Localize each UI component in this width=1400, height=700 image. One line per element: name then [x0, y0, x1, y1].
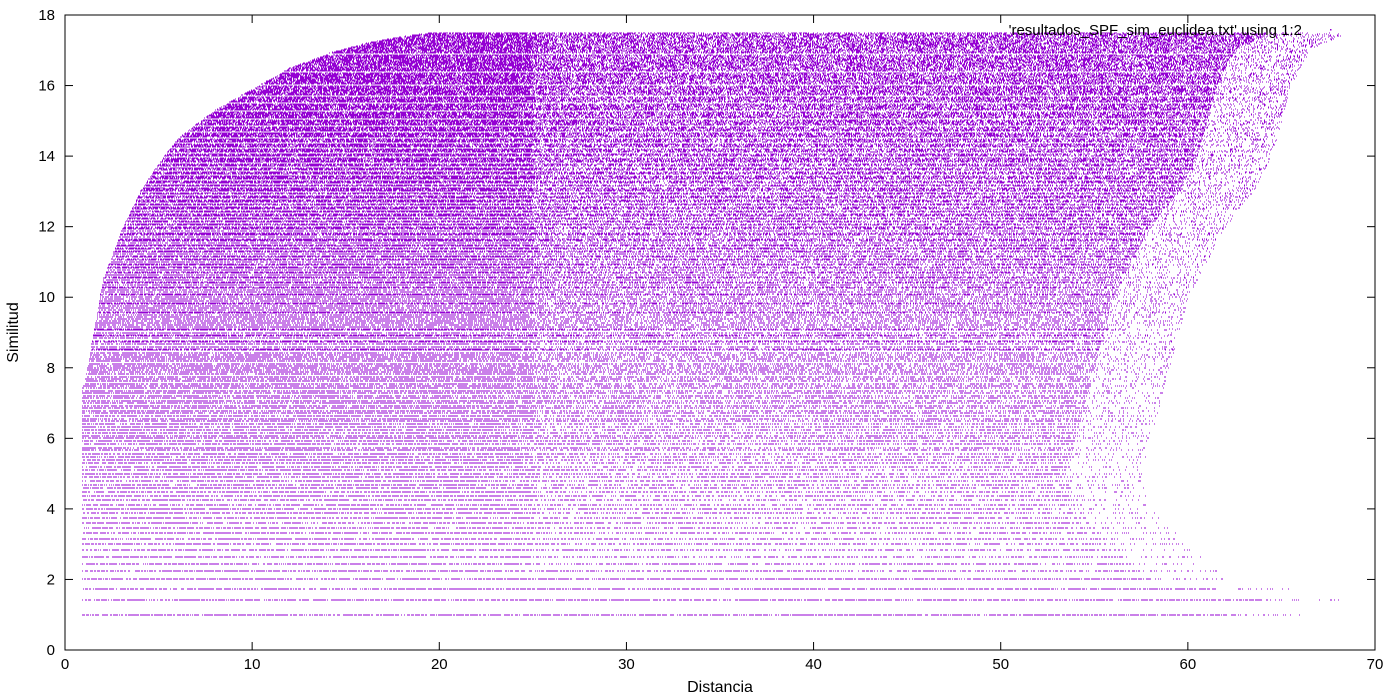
- x-tick-label-2: 20: [431, 656, 448, 673]
- y-tick-label-6: 12: [38, 219, 55, 236]
- x-tick-label-0: 0: [61, 656, 69, 673]
- y-tick-label-3: 6: [47, 430, 55, 447]
- y-tick-label-8: 16: [38, 78, 55, 95]
- y-tick-label-5: 10: [38, 289, 55, 306]
- x-tick-label-4: 40: [805, 656, 822, 673]
- legend: 'resultados_SPF_sim_euclidea.txt' using …: [1009, 22, 1332, 39]
- x-tick-label-6: 60: [1180, 656, 1197, 673]
- x-tick-label-7: 70: [1367, 656, 1384, 673]
- y-tick-label-4: 8: [47, 360, 55, 377]
- y-tick-label-9: 18: [38, 7, 55, 24]
- x-axis-title: Distancia: [687, 679, 753, 696]
- y-tick-label-2: 4: [47, 501, 55, 518]
- scatter-points: [82, 32, 1341, 616]
- axes: 0 10 20 30 40 50 60 70 0 2 4 6 8 10 12 14 16 18 Distancia S…: [5, 7, 1383, 696]
- y-tick-label-0: 0: [47, 642, 55, 659]
- plot-frame: [64, 14, 1376, 651]
- legend-label: 'resultados_SPF_sim_euclidea.txt' using …: [1009, 22, 1302, 39]
- x-tick-label-1: 10: [244, 656, 261, 673]
- y-axis-title: Similitud: [5, 302, 22, 362]
- legend-marker: [1330, 29, 1332, 31]
- y-tick-label-1: 2: [47, 571, 55, 588]
- y-tick-label-7: 14: [38, 148, 55, 165]
- x-tick-label-3: 30: [618, 656, 635, 673]
- x-tick-label-5: 50: [992, 656, 1009, 673]
